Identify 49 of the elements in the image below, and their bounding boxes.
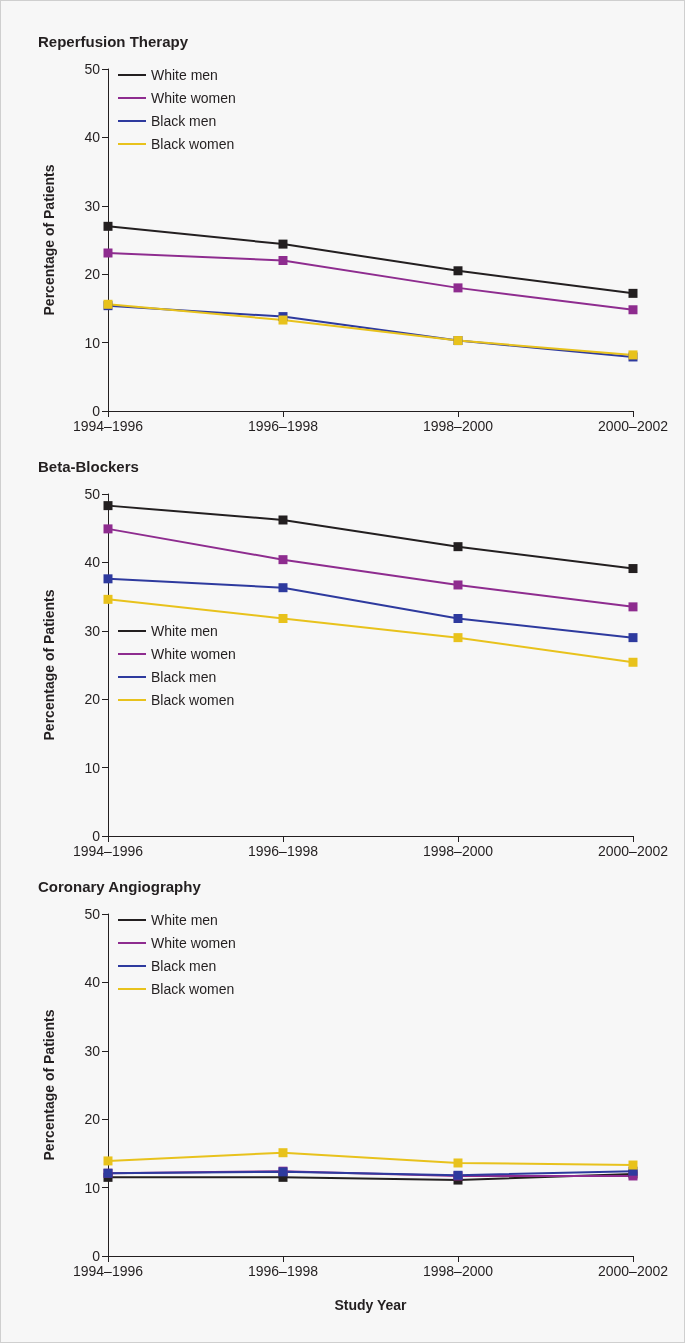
legend-label: Black women — [151, 136, 235, 152]
x-tick-label: 1994–1996 — [72, 843, 144, 859]
legend-label: White women — [151, 935, 236, 951]
y-axis-title: Percentage of Patients — [41, 589, 57, 741]
legend-label: White women — [151, 646, 236, 662]
y-tick-label: 10 — [84, 1179, 101, 1196]
x-tick-label: 2000–2002 — [597, 1263, 669, 1279]
legend-label: White men — [151, 67, 218, 83]
y-tick-label: 0 — [92, 1248, 101, 1264]
y-tick-label: 0 — [92, 828, 101, 844]
x-tick-label: 1998–2000 — [422, 418, 494, 434]
x-tick-label: 2000–2002 — [597, 418, 669, 434]
y-tick-label: 20 — [84, 266, 101, 283]
legend-label: White women — [151, 90, 236, 106]
x-axis-title: Study Year — [334, 1297, 408, 1313]
legend-label: Black men — [151, 958, 217, 974]
y-tick-label: 30 — [84, 622, 101, 639]
y-tick-label: 50 — [84, 906, 101, 922]
x-tick-label: 1998–2000 — [422, 1263, 494, 1279]
y-tick-label: 40 — [84, 554, 101, 571]
y-tick-label: 10 — [84, 334, 101, 351]
legend-label: Black men — [151, 113, 217, 129]
x-tick-label: 1996–1998 — [247, 1263, 319, 1279]
chart-title: Reperfusion Therapy — [38, 33, 189, 50]
y-tick-label: 50 — [84, 61, 101, 77]
chart-title: Beta-Blockers — [38, 458, 139, 475]
x-tick-label: 2000–2002 — [597, 843, 669, 859]
x-tick-label: 1998–2000 — [422, 843, 494, 859]
x-tick-label: 1994–1996 — [72, 1263, 144, 1279]
chart-title: Coronary Angiography — [38, 878, 202, 895]
legend-label: White men — [151, 912, 218, 928]
legend-label: Black women — [151, 981, 235, 997]
y-tick-label: 40 — [84, 974, 101, 991]
legend-label: Black men — [151, 669, 217, 685]
y-tick-label: 10 — [84, 759, 101, 776]
y-tick-label: 30 — [84, 1042, 101, 1059]
y-axis-title: Percentage of Patients — [41, 1009, 57, 1161]
y-tick-label: 50 — [84, 486, 101, 502]
legend-label: Black women — [151, 692, 235, 708]
y-tick-label: 30 — [84, 197, 101, 214]
y-tick-label: 40 — [84, 129, 101, 146]
x-tick-label: 1996–1998 — [247, 418, 319, 434]
y-axis-title: Percentage of Patients — [41, 164, 57, 316]
x-tick-label: 1996–1998 — [247, 843, 319, 859]
x-tick-label: 1994–1996 — [72, 418, 144, 434]
y-tick-label: 20 — [84, 1111, 101, 1128]
y-tick-label: 0 — [92, 403, 101, 419]
legend-label: White men — [151, 623, 218, 639]
y-tick-label: 20 — [84, 691, 101, 708]
